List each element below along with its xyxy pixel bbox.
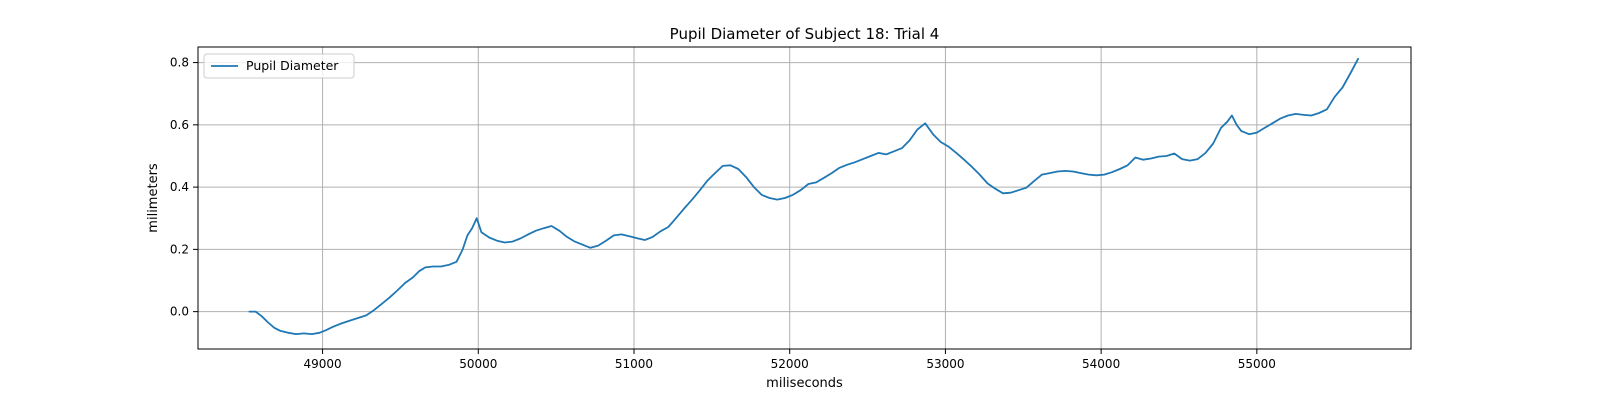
y-tick-label-0.4: 0.4 xyxy=(170,180,189,194)
x-tick-label-55000: 55000 xyxy=(1238,357,1276,371)
x-tick-label-53000: 53000 xyxy=(926,357,964,371)
grid-layer xyxy=(198,47,1411,349)
x-axis-label: miliseconds xyxy=(766,376,843,391)
x-tick-label-52000: 52000 xyxy=(771,357,809,371)
y-tick-label-0.8: 0.8 xyxy=(170,56,189,70)
x-tick-label-54000: 54000 xyxy=(1082,357,1120,371)
x-tick-label-49000: 49000 xyxy=(303,357,341,371)
x-tick-label-50000: 50000 xyxy=(459,357,497,371)
x-tick-label-51000: 51000 xyxy=(615,357,653,371)
y-axis-label: milimeters xyxy=(146,163,161,233)
y-tick-label-0.0: 0.0 xyxy=(170,305,189,319)
y-tick-label-0.6: 0.6 xyxy=(170,118,189,132)
y-tick-label-0.2: 0.2 xyxy=(170,242,189,256)
series-line-pupil-diameter xyxy=(248,57,1359,335)
series-layer xyxy=(248,57,1359,335)
legend-box xyxy=(203,53,355,79)
chart-title: Pupil Diameter of Subject 18: Trial 4 xyxy=(670,25,940,43)
ticks-layer: 49000 50000 51000 52000 53000 54000 55000 0.0 0.… xyxy=(170,56,1276,371)
plot-frame xyxy=(197,46,1412,350)
legend-label-pupil-diameter: Pupil Diameter xyxy=(246,58,339,73)
legend: Pupil Diameter xyxy=(203,53,355,79)
